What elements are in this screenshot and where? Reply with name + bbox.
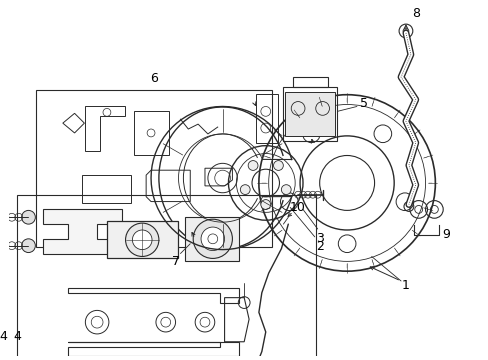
Circle shape [124,224,138,238]
Circle shape [402,28,408,34]
Text: 1: 1 [401,279,409,292]
Circle shape [201,227,224,251]
Text: 3: 3 [315,232,323,245]
Polygon shape [107,221,177,258]
Circle shape [240,185,250,194]
Circle shape [248,161,258,170]
Text: 8: 8 [411,7,419,20]
Text: 5: 5 [359,97,367,110]
Bar [17,195,315,360]
Circle shape [281,185,290,194]
Polygon shape [285,92,335,136]
Polygon shape [185,217,239,261]
Text: 10: 10 [289,201,305,214]
Bar [36,90,271,247]
Circle shape [273,161,283,170]
Circle shape [193,219,232,258]
Text: 4: 4 [0,330,7,343]
Text: 7: 7 [171,255,179,268]
Text: 9: 9 [441,228,449,242]
Circle shape [21,210,35,224]
Text: 6: 6 [150,72,158,85]
Text: 4: 4 [14,330,21,343]
Circle shape [132,230,152,249]
Circle shape [125,223,159,256]
Circle shape [260,199,270,210]
Text: 2: 2 [315,240,323,253]
Polygon shape [43,210,122,253]
Circle shape [21,239,35,253]
